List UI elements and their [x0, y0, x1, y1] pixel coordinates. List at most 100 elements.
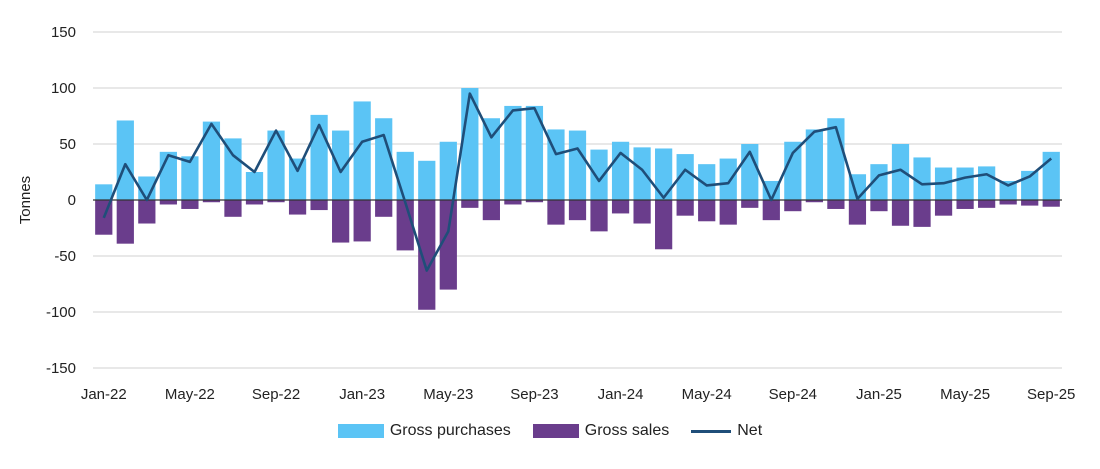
- bar-gross-purchases: [719, 158, 737, 200]
- x-tick-label: Jan-25: [856, 386, 902, 403]
- y-tick-label: -150: [46, 360, 76, 377]
- bar-gross-sales: [676, 200, 694, 216]
- bar-gross-sales: [934, 200, 953, 216]
- bar-gross-sales: [741, 200, 759, 208]
- x-tick-label: Sep-24: [769, 386, 817, 403]
- bar-gross-sales: [891, 200, 910, 226]
- bar-gross-purchases: [805, 129, 823, 200]
- bar-gross-purchases: [633, 147, 651, 200]
- bar-gross-sales: [848, 200, 867, 225]
- legend-label-gross-purchases: Gross purchases: [389, 422, 511, 439]
- x-tick-label: May-23: [423, 386, 473, 403]
- bar-gross-purchases: [676, 154, 694, 200]
- y-tick-labels: 150 100 50 0 -50 -100 -150: [46, 24, 76, 377]
- bar-gross-purchases: [504, 105, 522, 200]
- bar-gross-purchases: [159, 151, 177, 200]
- bar-gross-sales: [439, 200, 457, 290]
- bar-gross-sales: [332, 200, 350, 243]
- bar-gross-sales: [762, 200, 780, 221]
- bar-gross-sales: [655, 200, 673, 250]
- legend-item-gross-sales: Gross sales: [532, 422, 670, 440]
- x-tick-label: Jan-22: [81, 386, 127, 403]
- bar-gross-purchases: [353, 101, 371, 200]
- legend-label-gross-sales: Gross sales: [584, 422, 670, 439]
- legend-item-net: Net: [691, 422, 762, 440]
- legend-swatch-gross-purchases: [337, 424, 384, 438]
- y-axis-label: Tonnes: [17, 176, 34, 224]
- bar-gross-purchases: [224, 138, 242, 200]
- x-tick-labels: Jan-22 May-22 Sep-22 Jan-23 May-23 Sep-23 Jan-…: [81, 386, 1076, 403]
- bar-gross-sales: [870, 200, 888, 212]
- bar-gross-purchases: [396, 151, 414, 200]
- bar-gross-purchases: [116, 120, 134, 200]
- bar-gross-sales: [418, 200, 436, 310]
- bar-gross-sales: [698, 200, 716, 222]
- bar-gross-sales: [482, 200, 500, 221]
- bar-gross-purchases: [978, 166, 996, 200]
- bar-gross-purchases: [267, 130, 285, 200]
- bar-gross-sales: [547, 200, 565, 225]
- bar-gross-purchases: [891, 144, 910, 200]
- bar-gross-purchases: [590, 149, 608, 200]
- bar-gross-purchases: [784, 141, 802, 200]
- bar-gross-sales: [611, 200, 630, 214]
- bar-gross-sales: [224, 200, 242, 217]
- bar-gross-sales: [138, 200, 156, 224]
- x-tick-label: Jan-24: [598, 386, 644, 403]
- legend-label-net: Net: [737, 422, 763, 439]
- legend-swatch-net: [691, 429, 732, 433]
- x-tick-label: Jan-23: [339, 386, 385, 403]
- y-tick-label: 100: [51, 80, 76, 97]
- bar-gross-sales: [956, 200, 974, 209]
- bar-gross-sales: [719, 200, 737, 225]
- bar-gross-sales: [568, 200, 587, 221]
- bar-gross-purchases: [655, 148, 673, 200]
- bar-gross-sales: [288, 200, 307, 215]
- bar-gross-purchases: [332, 130, 350, 200]
- bar-gross-sales: [525, 200, 544, 203]
- bar-gross-purchases: [95, 184, 113, 200]
- bar-gross-purchases: [999, 180, 1017, 200]
- bars: [93, 88, 1062, 310]
- bar-gross-purchases: [611, 141, 630, 200]
- bar-gross-sales: [461, 200, 479, 208]
- bar-gross-purchases: [439, 141, 457, 200]
- x-tick-label: May-22: [165, 386, 215, 403]
- legend: Gross purchases Gross sales Net: [0, 422, 1100, 440]
- bar-gross-sales: [353, 200, 371, 242]
- y-tick-label: 0: [68, 192, 76, 209]
- bar-gross-sales: [784, 200, 802, 212]
- bar-gross-sales: [116, 200, 134, 244]
- bar-gross-sales: [590, 200, 608, 232]
- bar-gross-purchases: [418, 160, 436, 200]
- bar-gross-purchases: [375, 118, 393, 200]
- y-tick-label: 50: [59, 136, 76, 153]
- y-tick-label: -100: [46, 304, 76, 321]
- x-tick-label: Sep-23: [510, 386, 558, 403]
- bar-gross-sales: [805, 200, 823, 203]
- bar-gross-sales: [999, 200, 1017, 205]
- net-line-group: [102, 92, 1053, 272]
- x-tick-label: Sep-22: [252, 386, 300, 403]
- bar-gross-purchases: [698, 164, 716, 200]
- bar-gross-purchases: [245, 172, 264, 200]
- y-tick-label: 150: [51, 24, 76, 41]
- bar-gross-purchases: [913, 157, 931, 200]
- bar-gross-sales: [913, 200, 931, 227]
- bar-gross-sales: [159, 200, 177, 205]
- bar-gross-sales: [181, 200, 199, 209]
- bar-gross-sales: [827, 200, 845, 209]
- bar-gross-purchases: [956, 167, 974, 200]
- bar-gross-purchases: [1042, 151, 1060, 200]
- y-tick-label: -50: [54, 248, 76, 265]
- bar-gross-purchases: [288, 158, 307, 200]
- legend-swatch-gross-sales: [532, 424, 579, 438]
- x-tick-label: Sep-25: [1027, 386, 1075, 403]
- bar-gross-sales: [202, 200, 221, 203]
- bar-gross-purchases: [568, 130, 587, 200]
- x-tick-label: May-25: [940, 386, 990, 403]
- bar-gross-purchases: [762, 180, 780, 200]
- legend-item-gross-purchases: Gross purchases: [337, 422, 511, 440]
- bar-gross-purchases: [482, 118, 500, 200]
